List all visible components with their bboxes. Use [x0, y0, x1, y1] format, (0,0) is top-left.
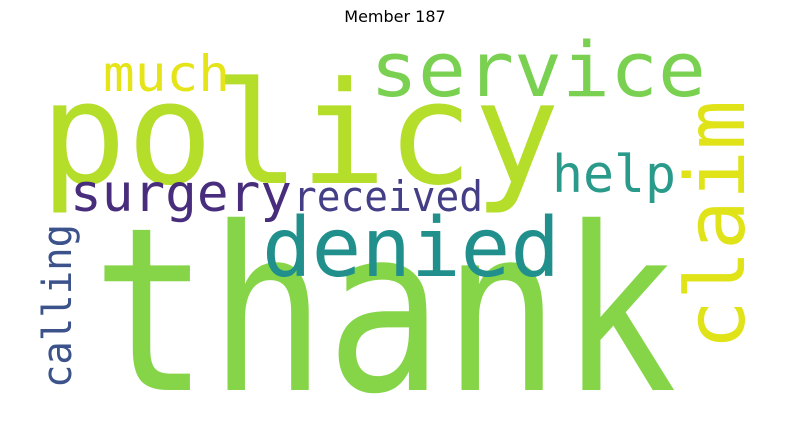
word-surgery: surgery — [70, 164, 292, 224]
word-much: much — [103, 45, 230, 103]
word-thank: thank — [92, 178, 677, 427]
word-received: received — [293, 172, 483, 221]
word-policy: policy — [40, 52, 560, 217]
word-denied: denied — [262, 201, 560, 296]
wordcloud-title: Member 187 — [344, 7, 446, 26]
word-calling: calling — [35, 224, 81, 388]
word-service: service — [370, 25, 706, 114]
word-help: help — [552, 145, 676, 205]
word-claim: claim — [669, 100, 764, 350]
